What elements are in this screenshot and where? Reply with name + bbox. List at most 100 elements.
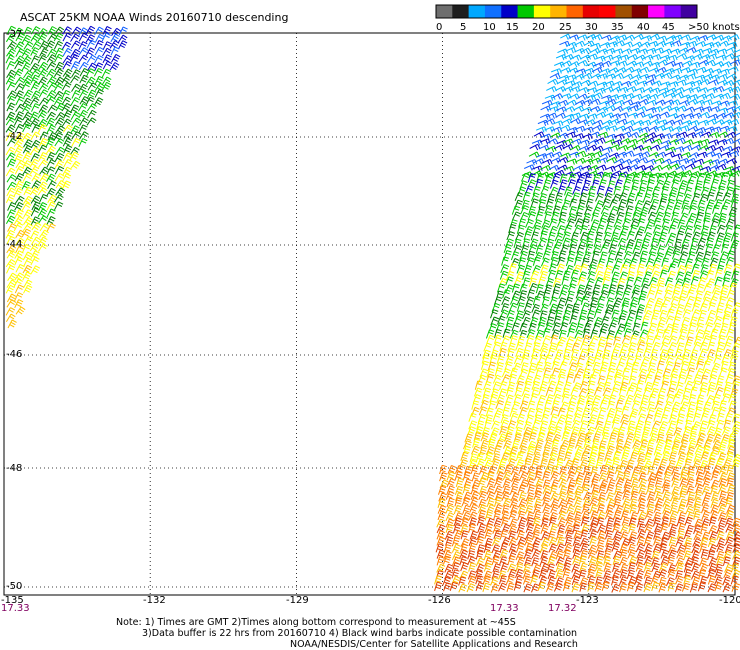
wind-barb xyxy=(529,393,539,403)
wind-barb xyxy=(507,458,517,468)
wind-barb xyxy=(520,362,529,372)
wind-barb xyxy=(650,315,658,325)
wind-barb xyxy=(463,445,471,456)
wind-barb xyxy=(575,150,587,158)
wind-barb xyxy=(611,271,620,281)
wind-barb xyxy=(667,564,677,574)
wind-barb xyxy=(14,123,25,133)
wind-barb xyxy=(714,269,723,279)
wind-barb xyxy=(589,530,598,540)
wind-barb xyxy=(612,550,622,560)
wind-barb xyxy=(716,531,725,541)
wind-barb xyxy=(574,477,583,487)
wind-barb xyxy=(577,315,587,325)
wind-barb xyxy=(621,302,630,312)
wind-barb xyxy=(466,583,476,593)
wind-barb xyxy=(619,543,628,553)
wind-barb xyxy=(7,90,17,99)
wind-barb xyxy=(475,557,485,567)
wind-barb xyxy=(665,60,677,68)
wind-barb xyxy=(637,511,647,521)
wind-barb xyxy=(39,48,49,57)
wind-barb xyxy=(653,452,663,462)
wind-barb xyxy=(594,425,604,435)
wind-barb xyxy=(582,445,592,455)
wind-barb xyxy=(636,518,645,528)
wind-barb xyxy=(614,485,623,496)
wind-barb xyxy=(474,380,483,390)
wind-barb xyxy=(710,498,719,509)
wind-barb xyxy=(606,492,615,502)
wind-barb xyxy=(601,432,610,442)
wind-barb xyxy=(628,556,638,565)
wind-barb xyxy=(629,334,638,345)
wind-barb xyxy=(724,517,734,527)
wind-barb xyxy=(39,223,50,232)
wind-barb xyxy=(679,471,688,481)
wind-barb xyxy=(605,257,614,268)
wind-barb xyxy=(725,297,735,307)
wind-barb xyxy=(23,89,33,98)
wind-barb xyxy=(484,419,492,429)
wind-barb xyxy=(631,41,643,48)
wind-barb xyxy=(23,26,33,36)
wind-barb xyxy=(638,465,648,475)
wind-barb xyxy=(659,543,668,553)
wind-barb xyxy=(601,94,613,102)
wind-barb xyxy=(597,530,606,540)
wind-barb xyxy=(14,256,24,266)
wind-barb xyxy=(691,231,701,241)
wind-barb xyxy=(635,543,645,553)
wind-barb xyxy=(526,445,536,455)
wind-barb xyxy=(23,216,33,225)
lat-label-48: -48 xyxy=(6,463,22,474)
wind-barb xyxy=(569,315,578,325)
wind-barb xyxy=(594,582,603,592)
wind-barb xyxy=(13,153,24,163)
wind-barb xyxy=(555,570,564,580)
wind-barb xyxy=(574,406,584,416)
wind-barb xyxy=(493,504,503,513)
wind-barb xyxy=(707,458,716,468)
wind-barb xyxy=(485,329,495,339)
wind-barb xyxy=(54,26,65,35)
wind-barb xyxy=(604,458,613,468)
wind-barb xyxy=(708,524,718,534)
wind-barb xyxy=(602,54,614,61)
wind-barb xyxy=(503,401,512,411)
wind-barb xyxy=(701,497,710,507)
wind-barb xyxy=(546,563,555,573)
wind-barb xyxy=(722,386,731,396)
wind-barb xyxy=(628,302,638,312)
wind-barb xyxy=(61,180,72,190)
wind-barb xyxy=(586,419,596,429)
wind-barb xyxy=(38,202,48,211)
wind-barb xyxy=(726,464,735,474)
wind-barb xyxy=(500,517,510,527)
wind-barb xyxy=(730,198,739,208)
lon-label-123: -123 xyxy=(576,595,599,606)
wind-barb xyxy=(667,113,679,120)
wind-barb xyxy=(653,302,662,312)
wind-barb xyxy=(672,204,681,215)
wind-barb xyxy=(710,41,722,48)
wind-barb xyxy=(707,569,716,579)
wind-barb xyxy=(573,224,583,234)
wind-barb xyxy=(550,406,559,416)
wind-barb xyxy=(668,517,677,528)
wind-barb xyxy=(684,516,693,526)
wind-barb xyxy=(557,225,566,235)
wind-barb xyxy=(733,537,740,548)
wind-barb xyxy=(559,173,568,184)
wind-barb xyxy=(7,137,17,147)
wind-barb xyxy=(534,484,543,495)
wind-barb xyxy=(700,131,712,138)
wind-barb xyxy=(13,27,24,37)
wind-barb xyxy=(718,465,728,475)
wind-barb xyxy=(635,556,644,566)
wind-barb xyxy=(14,195,25,204)
wind-barb xyxy=(731,582,740,592)
wind-barb xyxy=(622,472,631,482)
wind-barb xyxy=(612,414,621,424)
wind-barb xyxy=(653,446,662,456)
